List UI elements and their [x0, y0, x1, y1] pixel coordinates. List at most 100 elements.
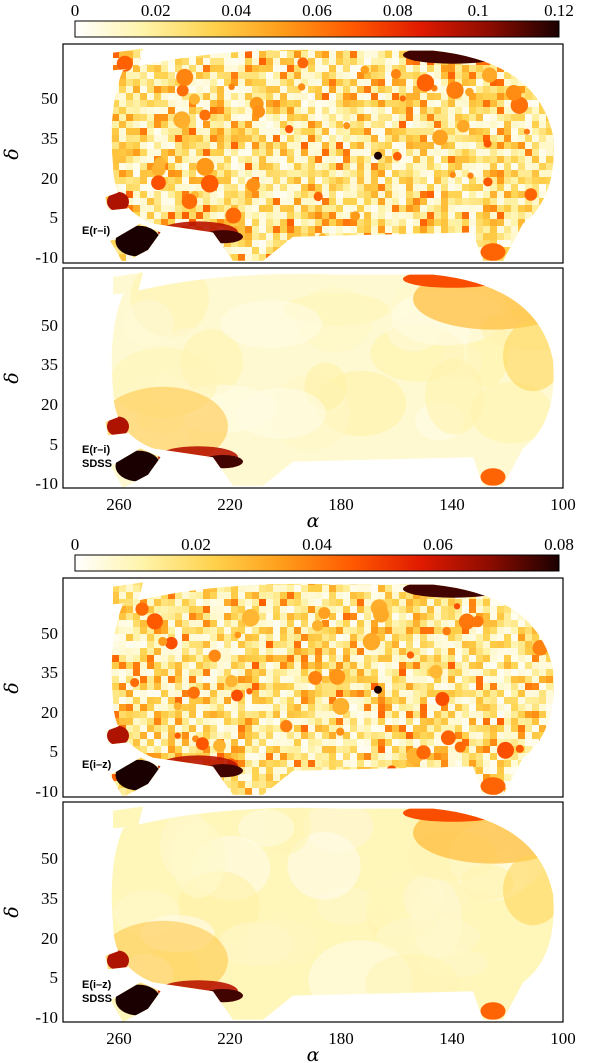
heatmap-cell: [399, 51, 407, 59]
heatmap-cell: [308, 254, 316, 262]
heatmap-cell: [490, 690, 498, 698]
heatmap-cell: [406, 582, 414, 586]
heatmap-cell: [350, 641, 358, 649]
heatmap-cell: [266, 86, 274, 94]
heatmap-clump: [442, 626, 451, 636]
heatmap-cell: [539, 585, 547, 593]
heatmap-cell: [476, 662, 484, 670]
heatmap-cell: [427, 648, 435, 656]
heatmap-cell: [441, 683, 449, 691]
heatmap-cell: [196, 676, 204, 684]
heatmap-cell: [406, 662, 414, 670]
heatmap-cell: [133, 163, 141, 171]
heatmap-cell: [315, 732, 323, 740]
heatmap-cell: [462, 788, 470, 796]
heatmap-cell: [504, 697, 512, 705]
heatmap-cell: [497, 233, 505, 241]
heatmap-cell: [308, 634, 316, 642]
heatmap-peak: [403, 582, 503, 598]
heatmap-cell: [238, 641, 246, 649]
heatmap-cell: [245, 156, 253, 164]
heatmap-cell: [266, 51, 274, 59]
heatmap-cell: [483, 121, 491, 129]
heatmap-cell: [294, 240, 302, 248]
heatmap-cell: [280, 582, 288, 586]
heatmap-cell: [70, 86, 78, 94]
heatmap-cell: [336, 114, 344, 122]
heatmap-cell: [308, 739, 316, 747]
heatmap-cell: [301, 149, 309, 157]
heatmap-cell: [91, 247, 99, 255]
heatmap-cell: [343, 795, 351, 797]
heatmap-cell: [98, 184, 106, 192]
heatmap-cell: [161, 135, 169, 143]
heatmap-cell: [168, 247, 176, 255]
heatmap-cell: [119, 128, 127, 136]
heatmap-cell: [84, 711, 92, 719]
heatmap-cell: [147, 641, 155, 649]
heatmap-cell: [294, 655, 302, 663]
heatmap-cell: [434, 219, 442, 227]
heatmap-cell: [70, 247, 78, 255]
heatmap-cell: [385, 240, 393, 248]
heatmap-cell: [154, 79, 162, 87]
heatmap-cell: [231, 582, 239, 586]
heatmap-cell: [525, 718, 533, 726]
heatmap-clump: [228, 83, 235, 91]
heatmap-cell: [294, 781, 302, 789]
heatmap-cell: [63, 240, 71, 248]
heatmap-cell: [245, 205, 253, 213]
heatmap-cell: [294, 788, 302, 796]
heatmap-cell: [553, 788, 554, 796]
heatmap-cell: [252, 746, 260, 754]
heatmap-cell: [357, 114, 365, 122]
heatmap-cell: [294, 184, 302, 192]
heatmap-cell: [343, 774, 351, 782]
heatmap-cell: [385, 634, 393, 642]
heatmap-cell: [434, 739, 442, 747]
heatmap-cell: [399, 753, 407, 761]
heatmap-cell: [406, 261, 414, 263]
heatmap-cell: [357, 58, 365, 66]
heatmap-cell: [427, 191, 435, 199]
heatmap-cell: [511, 732, 519, 740]
heatmap-cell: [427, 676, 435, 684]
heatmap-cell: [196, 198, 204, 206]
heatmap-cell: [406, 669, 414, 677]
heatmap-cell: [490, 599, 498, 607]
y-tick: 35: [41, 663, 58, 682]
heatmap-cell: [413, 788, 421, 796]
heatmap-cell: [378, 662, 386, 670]
heatmap-cell: [539, 781, 547, 789]
heatmap-cell: [560, 690, 568, 698]
heatmap-cell: [560, 191, 568, 199]
heatmap-cell: [413, 711, 421, 719]
heatmap-cell: [231, 135, 239, 143]
heatmap-cell: [364, 620, 372, 628]
heatmap-cell: [105, 121, 113, 129]
heatmap-cell: [280, 592, 288, 600]
heatmap-cell: [392, 690, 400, 698]
heatmap-cell: [322, 599, 330, 607]
heatmap-cell: [266, 774, 274, 782]
heatmap-cell: [231, 648, 239, 656]
heatmap-cell: [105, 72, 113, 80]
heatmap-cell: [392, 648, 400, 656]
heatmap-clump: [313, 191, 323, 202]
heatmap-cell: [364, 627, 372, 635]
heatmap-cell: [126, 86, 134, 94]
colorbar-tick: 0.08: [383, 1, 413, 20]
heatmap-cell: [532, 212, 540, 220]
heatmap-cell: [217, 170, 225, 178]
heatmap-cell: [427, 641, 435, 649]
heatmap-cell: [301, 732, 309, 740]
heatmap-cell: [280, 198, 288, 206]
heatmap-cell: [553, 711, 554, 719]
heatmap-cell: [84, 599, 92, 607]
heatmap-cell: [441, 93, 449, 101]
heatmap-peak: [115, 759, 161, 791]
heatmap-cell: [91, 655, 99, 663]
heatmap-cell: [518, 697, 526, 705]
heatmap-cell: [252, 86, 260, 94]
heatmap-cell: [70, 100, 78, 108]
